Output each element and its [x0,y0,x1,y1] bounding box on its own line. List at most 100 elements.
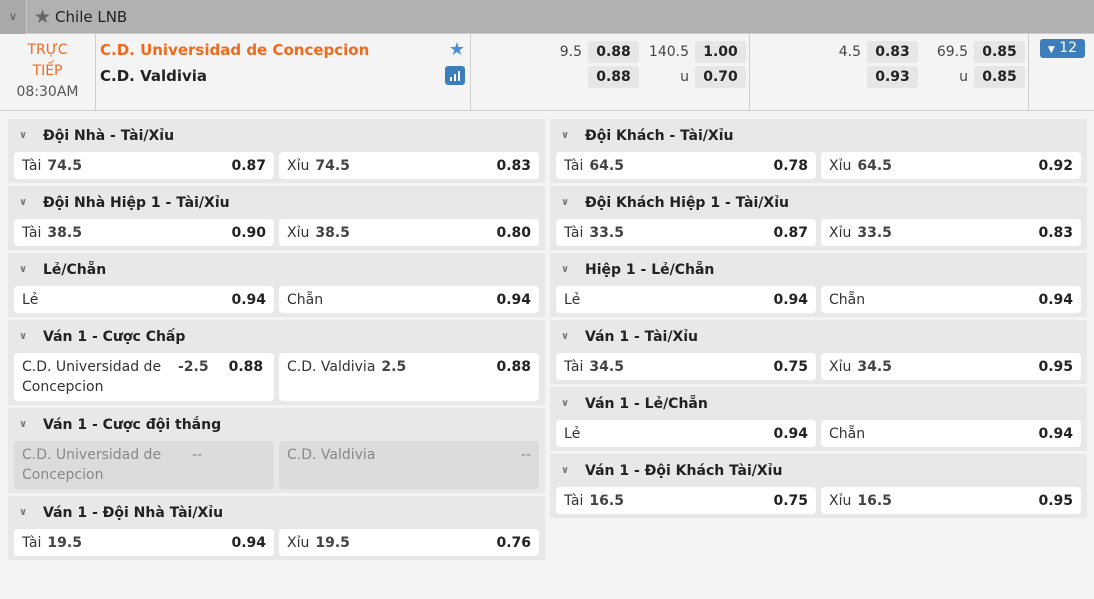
bet-option[interactable]: Lẻ 0.94 [556,286,816,313]
market-header[interactable]: ∨ Ván 1 - Cược Chấp [14,320,539,353]
market-header[interactable]: ∨ Ván 1 - Cược đội thắng [14,408,539,441]
chevron-down-icon: ∨ [561,465,570,476]
option-price: 0.88 [496,359,532,375]
option-line: 64.5 [857,158,892,174]
market-section: ∨ Ván 1 - Cược Chấp C.D. Universidad de C… [8,320,545,405]
favorite-star-icon[interactable]: ★ [448,39,465,60]
caret-down-icon: ▼ [1047,45,1055,55]
market-header[interactable]: ∨ Ván 1 - Lẻ/Chẵn [556,387,1081,420]
bet-option[interactable]: Xỉu 16.5 0.95 [821,487,1081,514]
option-name: C.D. Valdivia [287,359,376,375]
odds-button[interactable]: 0.85 [974,65,1025,88]
odds-button[interactable]: 0.88 [588,65,639,88]
odds-button[interactable]: 0.83 [867,40,918,63]
option-line: 16.5 [857,493,892,509]
bet-option[interactable]: Xỉu 34.5 0.95 [821,353,1081,380]
option-line: 64.5 [589,158,624,174]
option-line: 34.5 [857,359,892,375]
option-name: Xỉu [829,493,852,509]
odds-button[interactable]: 0.85 [974,40,1025,63]
market-section: ∨ Ván 1 - Đội Nhà Tài/Xỉu Tài 19.5 0.94 X… [8,496,545,560]
market-section: ∨ Đội Khách Hiệp 1 - Tài/Xỉu Tài 33.5 0.8… [550,186,1087,250]
odds-button[interactable]: 1.00 [695,40,746,63]
markets-right-column: ∨ Đội Khách - Tài/Xỉu Tài 64.5 0.78 Xỉu 6… [550,119,1087,560]
option-name: Xỉu [287,225,310,241]
bet-option[interactable]: C.D. Valdivia 2.5 0.88 [279,353,539,401]
collapse-chevron-icon[interactable]: ∨ [0,0,27,34]
option-name: Chẵn [829,292,866,308]
bet-option[interactable]: Lẻ 0.94 [14,286,274,313]
star-icon[interactable]: ★ [34,5,52,28]
option-name: Xỉu [829,225,852,241]
home-team[interactable]: C.D. Universidad de Concepcion [100,41,370,59]
market-header[interactable]: ∨ Ván 1 - Đội Nhà Tài/Xỉu [14,496,539,529]
odds-button[interactable]: 0.70 [695,65,746,88]
option-name: Tài [564,225,584,241]
market-section: ∨ Ván 1 - Tài/Xỉu Tài 34.5 0.75 Xỉu 34.5 … [550,320,1087,384]
more-markets-button[interactable]: ▼ 12 [1040,39,1085,58]
handicap-line: 4.5 [838,43,861,60]
option-line: 38.5 [315,225,350,241]
market-header[interactable]: ∨ Lẻ/Chẵn [14,253,539,286]
chevron-down-icon: ∨ [19,419,28,430]
odds-button[interactable]: 0.93 [867,65,918,88]
bet-option[interactable]: C.D. Universidad de Concepcion -2.5 0.88 [14,353,274,401]
market-title: Ván 1 - Cược đội thắng [43,416,222,433]
chevron-down-icon: ∨ [561,264,570,275]
market-header[interactable]: ∨ Đội Nhà Hiệp 1 - Tài/Xỉu [14,186,539,219]
bet-option[interactable]: Lẻ 0.94 [556,420,816,447]
bet-option[interactable]: Tài 16.5 0.75 [556,487,816,514]
stats-chart-icon[interactable] [445,66,465,85]
bet-option[interactable]: Xỉu 38.5 0.80 [279,219,539,246]
odds-row: 9.5 0.88 140.5 1.00 [471,39,749,64]
markets-left-column: ∨ Đội Nhà - Tài/Xỉu Tài 74.5 0.87 Xỉu 74.… [8,119,545,560]
option-price: 0.87 [773,225,808,241]
option-name: Tài [564,158,584,174]
option-price: 0.76 [496,535,531,551]
bet-option[interactable]: Tài 38.5 0.90 [14,219,274,246]
market-header[interactable]: ∨ Hiệp 1 - Lẻ/Chẵn [556,253,1081,286]
bet-option[interactable]: Chẵn 0.94 [279,286,539,313]
option-price: 0.80 [496,225,531,241]
bet-option[interactable]: Chẵn 0.94 [821,286,1081,313]
bet-option[interactable]: Chẵn 0.94 [821,420,1081,447]
market-header[interactable]: ∨ Đội Nhà - Tài/Xỉu [14,119,539,152]
first-half-odds: 4.5 0.83 69.5 0.85 0.93 u 0.85 [750,34,1029,110]
market-title: Lẻ/Chẵn [43,261,107,278]
away-team[interactable]: C.D. Valdivia [100,67,208,85]
market-title: Đội Nhà Hiệp 1 - Tài/Xỉu [43,194,230,211]
odds-button[interactable]: 0.88 [588,40,639,63]
more-count: 12 [1059,40,1078,56]
league-header: ∨ ★ Chile LNB [0,0,1094,34]
bet-option[interactable]: Tài 34.5 0.75 [556,353,816,380]
option-line: -2.5 [178,359,209,375]
chevron-down-icon: ∨ [561,331,570,342]
market-header[interactable]: ∨ Ván 1 - Đội Khách Tài/Xỉu [556,454,1081,487]
option-name: C.D. Universidad de Concepcion [22,359,162,395]
kickoff-time: 08:30AM [16,84,79,100]
option-name: Chẵn [287,292,324,308]
market-header[interactable]: ∨ Ván 1 - Tài/Xỉu [556,320,1081,353]
total-line: u [680,68,689,85]
market-section: ∨ Lẻ/Chẵn Lẻ 0.94 Chẵn 0.94 [8,253,545,317]
bet-option[interactable]: Xỉu 64.5 0.92 [821,152,1081,179]
match-row: TRỰC TIẾP 08:30AM C.D. Universidad de Co… [0,34,1094,111]
option-name: C.D. Universidad de Concepcion [22,447,162,483]
chevron-down-icon: ∨ [561,130,570,141]
option-price: 0.94 [231,535,266,551]
bet-option[interactable]: Tài 74.5 0.87 [14,152,274,179]
option-line: 33.5 [589,225,624,241]
bet-option[interactable]: Tài 19.5 0.94 [14,529,274,556]
market-header[interactable]: ∨ Đội Khách - Tài/Xỉu [556,119,1081,152]
option-price: 0.94 [773,426,808,442]
bet-option[interactable]: Xỉu 19.5 0.76 [279,529,539,556]
option-price: 0.94 [231,292,266,308]
market-header[interactable]: ∨ Đội Khách Hiệp 1 - Tài/Xỉu [556,186,1081,219]
bet-option[interactable]: Tài 33.5 0.87 [556,219,816,246]
option-price: 0.95 [1038,359,1073,375]
match-teams: C.D. Universidad de Concepcion C.D. Vald… [96,34,471,110]
bet-option[interactable]: Xỉu 74.5 0.83 [279,152,539,179]
option-name: C.D. Valdivia [287,447,376,463]
bet-option[interactable]: Tài 64.5 0.78 [556,152,816,179]
bet-option[interactable]: Xỉu 33.5 0.83 [821,219,1081,246]
